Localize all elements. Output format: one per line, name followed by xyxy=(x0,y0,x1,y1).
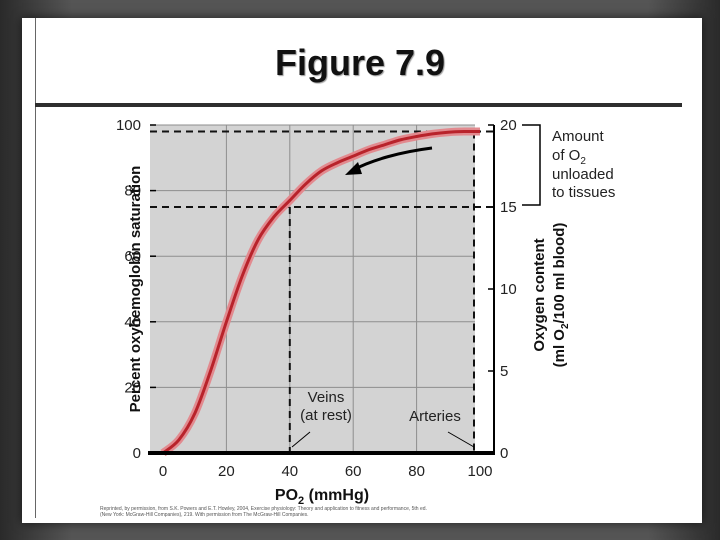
reference-lines xyxy=(150,130,494,453)
unloading-arrow-head xyxy=(345,162,362,175)
x-tick-label: 20 xyxy=(218,463,235,480)
y2-axis-title-line-2: (ml O2/100 ml blood) xyxy=(551,223,571,368)
amount-label-line-4: to tissues xyxy=(552,184,615,201)
veins-label: Veins xyxy=(308,389,345,406)
y2-tick-label: 5 xyxy=(500,363,508,380)
dissociation-curve xyxy=(162,130,481,455)
veins-sublabel: (at rest) xyxy=(300,407,352,424)
tick-labels: 0 20 40 60 80 100 0 20 40 60 80 100 0 5 10 15 20 xyxy=(116,117,517,480)
veins-reference-line xyxy=(150,206,494,453)
arteries-label: Arteries xyxy=(409,408,461,425)
x-tick-label: 100 xyxy=(467,463,492,480)
slide-title-rule xyxy=(35,103,682,107)
credit-line-1: Reprinted, by permission, from S.K. Powe… xyxy=(100,506,427,512)
y-tick-label: 100 xyxy=(116,117,141,134)
y2-tick-label: 0 xyxy=(500,445,508,462)
x-tick-label: 0 xyxy=(159,463,167,480)
x-axis-title: PO2 (mmHg) xyxy=(275,487,369,507)
slide-left-rule xyxy=(35,18,36,518)
arteries-pointer xyxy=(447,431,475,448)
y-tick-label: 20 xyxy=(124,379,141,396)
credit-line-2: (New York: McGraw-Hill Companies), 219. … xyxy=(100,512,309,518)
amount-label-line-3: unloaded xyxy=(552,166,614,183)
y2-tick-label: 15 xyxy=(500,199,517,216)
amount-label-line-1: Amount xyxy=(552,128,605,145)
y2-axis-title-line-1: Oxygen content xyxy=(531,238,548,351)
credit-text: Reprinted, by permission, from S.K. Powe… xyxy=(100,506,430,518)
y-tick-label: 80 xyxy=(124,183,141,200)
amount-label-line-2: of O2 xyxy=(552,147,586,167)
y-tick-label: 40 xyxy=(124,314,141,331)
y-axis-title: Percent oxyhemoglobin saturation xyxy=(127,166,144,413)
veins-pointer xyxy=(291,431,311,448)
x-tick-label: 40 xyxy=(281,463,298,480)
x-tick-label: 60 xyxy=(345,463,362,480)
amount-bracket xyxy=(522,124,541,206)
grid xyxy=(150,124,475,453)
arteries-reference-line xyxy=(150,130,494,453)
x-tick-label: 80 xyxy=(408,463,425,480)
y-tick-label: 0 xyxy=(133,445,141,462)
y2-tick-label: 20 xyxy=(500,117,517,134)
y2-tick-label: 10 xyxy=(500,281,517,298)
slide-title: Figure 7.9 xyxy=(274,42,446,83)
y-tick-label: 60 xyxy=(124,248,141,265)
